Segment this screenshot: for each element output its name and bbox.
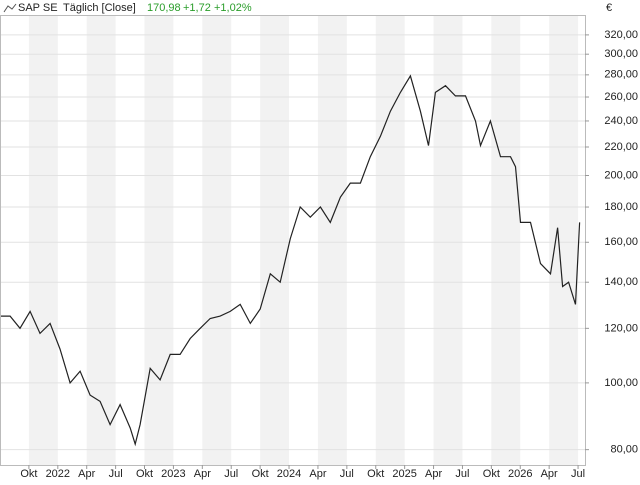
x-tick-label: Apr — [78, 468, 95, 480]
x-tick-label: Jul — [340, 468, 354, 480]
last-price: 170,98 — [147, 2, 181, 14]
y-tick-label: 320,00 — [604, 29, 638, 41]
band — [86, 15, 116, 465]
band — [260, 15, 290, 465]
plot-frame — [0, 15, 586, 466]
x-tick-label: 2026 — [508, 468, 532, 480]
y-tick-label: 300,00 — [604, 48, 638, 60]
x-tick-label: Apr — [425, 468, 442, 480]
chart-icon — [3, 3, 17, 13]
x-tick-label: Jul — [571, 468, 585, 480]
bands — [28, 15, 579, 465]
y-tick-label: 220,00 — [604, 141, 638, 153]
interval: Täglich [Close] — [63, 2, 136, 14]
plot — [0, 34, 585, 451]
x-tick-label: Jul — [224, 468, 238, 480]
y-tick-label: 80,00 — [610, 444, 638, 456]
x-tick-label: Okt — [367, 468, 384, 480]
x-tick-label: Jul — [455, 468, 469, 480]
y-tick-label: 100,00 — [604, 377, 638, 389]
x-tick-label: Okt — [20, 468, 37, 480]
currency: € — [606, 2, 612, 14]
band — [317, 15, 347, 465]
band — [202, 15, 232, 465]
x-tick-label: Okt — [136, 468, 153, 480]
x-tick-label: Apr — [194, 468, 211, 480]
x-tick-label: Okt — [483, 468, 500, 480]
price-line — [0, 74, 581, 447]
band — [144, 15, 174, 465]
band — [433, 15, 463, 465]
band — [28, 15, 58, 465]
y-tick-label: 260,00 — [604, 91, 638, 103]
y-tick-label: 140,00 — [604, 276, 638, 288]
x-tick-label: 2023 — [161, 468, 185, 480]
band — [549, 15, 579, 465]
x-tick-label: Jul — [109, 468, 123, 480]
instrument: SAP SE — [18, 2, 58, 14]
x-tick-label: Apr — [541, 468, 558, 480]
y-tick-label: 280,00 — [604, 69, 638, 81]
y-tick-label: 180,00 — [604, 201, 638, 213]
x-tick-label: 2025 — [392, 468, 416, 480]
y-tick-label: 120,00 — [604, 322, 638, 334]
y-tick-label: 240,00 — [604, 115, 638, 127]
x-tick-label: Okt — [252, 468, 269, 480]
band — [491, 15, 521, 465]
x-tick-label: 2024 — [277, 468, 301, 480]
x-tick-label: Apr — [309, 468, 326, 480]
y-tick-label: 160,00 — [604, 236, 638, 248]
change-pct: +1,02% — [214, 2, 252, 14]
band — [375, 15, 405, 465]
y-tick-label: 200,00 — [604, 169, 638, 181]
change: +1,72 — [183, 2, 211, 14]
x-tick-label: 2022 — [46, 468, 70, 480]
